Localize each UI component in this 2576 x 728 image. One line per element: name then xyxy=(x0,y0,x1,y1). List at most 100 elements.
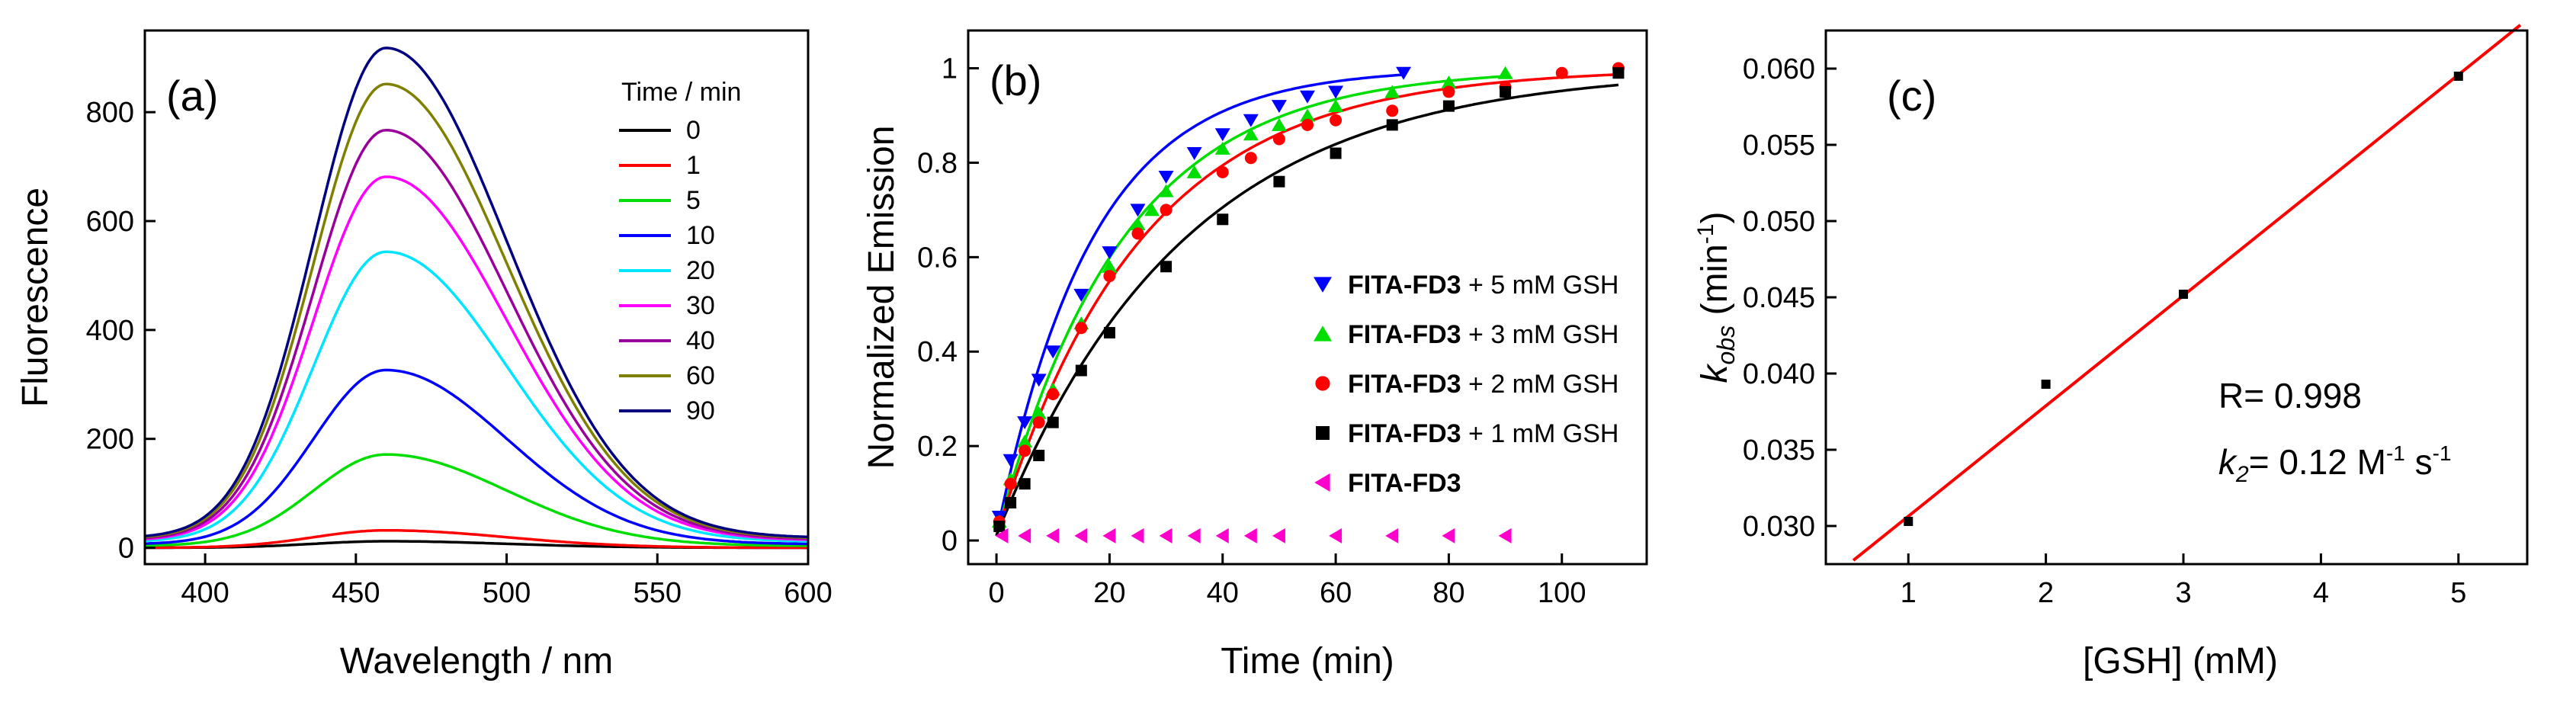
b-point-s0-9 xyxy=(1186,147,1202,161)
b-point-s1-6 xyxy=(1102,259,1118,273)
a-y-tick-label: 800 xyxy=(86,97,134,129)
b-point-s3-0 xyxy=(993,520,1006,532)
b-point-s3-9 xyxy=(1273,175,1285,188)
a-x-tick-label: 500 xyxy=(483,577,531,609)
c-x-tick-label: 1 xyxy=(1901,577,1917,609)
b-point-s3-14 xyxy=(1612,67,1625,79)
c-k2-sub: 2 xyxy=(2235,462,2249,487)
c-x-tick-label: 4 xyxy=(2313,577,2329,609)
b-legend-label-rest-0: + 5 mM GSH xyxy=(1461,271,1619,300)
c-ylabel-sub: obs xyxy=(1712,326,1740,365)
b-point-s0-1 xyxy=(1002,454,1019,467)
b-point-s2-10 xyxy=(1244,152,1257,165)
b-point-s3-5 xyxy=(1075,364,1087,377)
c-panel-label: (c) xyxy=(1887,72,1936,120)
c-y-tick-label: 0.060 xyxy=(1743,53,1815,85)
b-point-s3-6 xyxy=(1103,326,1115,338)
b-point-s1-12 xyxy=(1243,127,1259,141)
c-r-annotation: R= 0.998 xyxy=(2218,376,2362,415)
b-point-s4-0 xyxy=(995,528,1009,544)
a-series-60-curve xyxy=(144,82,809,540)
a-y-axis-label: Fluorescence xyxy=(15,188,56,407)
c-ylabel-unit: (min xyxy=(1695,244,1735,326)
b-legend-label-rest-1: + 3 mM GSH xyxy=(1461,320,1619,349)
a-x-tick-label: 600 xyxy=(784,577,832,609)
b-point-s0-13 xyxy=(1300,90,1315,104)
c-k2-annotation: k2= 0.12 M-1 s-1 xyxy=(2218,441,2452,487)
b-legend-marker-0 xyxy=(1314,277,1332,293)
a-legend-label-5: 5 xyxy=(686,186,701,215)
c-ylabel-k: k xyxy=(1695,362,1735,383)
b-legend-label-bold-1: FITA-FD3 xyxy=(1348,320,1461,349)
b-point-s1-18 xyxy=(1497,66,1513,79)
b-point-s0-11 xyxy=(1243,114,1259,127)
b-x-tick-label: 80 xyxy=(1432,577,1464,609)
b-legend-marker-2 xyxy=(1315,376,1330,391)
c-k2-sup1: -1 xyxy=(2386,441,2405,465)
b-point-s1-15 xyxy=(1328,99,1344,113)
b-point-s3-11 xyxy=(1386,119,1398,131)
b-point-s2-4 xyxy=(1047,387,1060,400)
b-point-s1-14 xyxy=(1300,108,1315,122)
b-fit-curve-0 xyxy=(995,73,1404,537)
b-x-tick-label: 100 xyxy=(1538,577,1586,609)
c-y-axis-label: kobs (min-1) xyxy=(1693,212,1740,383)
b-point-s4-2 xyxy=(1046,528,1060,544)
b-point-s4-1 xyxy=(1018,528,1031,544)
b-point-s3-1 xyxy=(1005,496,1017,508)
a-x-tick-label: 400 xyxy=(181,577,229,609)
b-point-s1-10 xyxy=(1186,165,1202,178)
b-fit-curve-1 xyxy=(995,75,1506,537)
a-spectra-curves xyxy=(144,47,809,550)
b-y-tick-label: 0.6 xyxy=(917,242,958,274)
a-x-axis-label: Wavelength / nm xyxy=(340,641,613,681)
b-point-s0-6 xyxy=(1102,246,1118,260)
c-ticks: 1 2 3 4 5 0.030 0.035 0.040 0.045 0.050 0.055 0.060 xyxy=(1743,53,2466,609)
b-point-s2-7 xyxy=(1131,227,1144,240)
b-point-s4-11 xyxy=(1329,528,1343,544)
b-fit-curve-3 xyxy=(995,83,1619,537)
b-point-s1-8 xyxy=(1144,203,1160,216)
b-legend-label-bold-4: FITA-FD3 xyxy=(1348,469,1461,498)
c-x-tick-label: 2 xyxy=(2038,577,2054,609)
a-legend-title: Time / min xyxy=(621,78,741,107)
a-x-tick-label: 450 xyxy=(332,577,380,609)
a-series-30-curve xyxy=(144,175,809,541)
a-legend-label-90: 90 xyxy=(686,396,715,425)
b-point-s0-15 xyxy=(1396,66,1412,80)
b-point-s2-9 xyxy=(1216,165,1229,178)
b-x-tick-label: 20 xyxy=(1093,577,1125,609)
b-point-s4-13 xyxy=(1442,528,1455,544)
b-fit-curve-2 xyxy=(995,72,1618,537)
a-y-tick-label: 0 xyxy=(118,533,134,565)
b-point-s4-5 xyxy=(1131,528,1144,544)
b-point-s4-10 xyxy=(1272,528,1285,544)
b-point-s0-7 xyxy=(1130,204,1146,217)
b-point-s0-10 xyxy=(1214,128,1230,142)
c-y-tick-label: 0.030 xyxy=(1743,511,1815,543)
b-point-s1-17 xyxy=(1441,75,1457,89)
c-k2-value: = 0.12 M xyxy=(2249,442,2386,482)
a-legend-label-60: 60 xyxy=(686,361,715,390)
b-point-s2-1 xyxy=(1004,477,1017,490)
b-point-s2-5 xyxy=(1075,322,1088,335)
b-point-s4-9 xyxy=(1243,528,1257,544)
c-y-tick-label: 0.035 xyxy=(1743,435,1815,467)
a-series-10-curve xyxy=(144,368,808,546)
a-series-20-curve xyxy=(144,250,809,543)
b-point-s4-12 xyxy=(1385,528,1399,544)
b-point-s3-7 xyxy=(1160,261,1173,273)
b-point-s0-5 xyxy=(1073,288,1089,302)
c-k2-s: s xyxy=(2405,442,2433,482)
c-x-axis-label: [GSH] (mM) xyxy=(2083,641,2278,681)
c-point-1 xyxy=(2041,380,2051,389)
b-y-tick-label: 1 xyxy=(942,53,958,85)
a-y-tick-label: 200 xyxy=(86,424,134,456)
b-point-s2-17 xyxy=(1555,66,1568,79)
c-point-0 xyxy=(1904,517,1914,526)
a-panel-label: (a) xyxy=(166,72,218,120)
b-point-s0-4 xyxy=(1045,345,1061,359)
c-y-tick-label: 0.050 xyxy=(1743,206,1815,238)
